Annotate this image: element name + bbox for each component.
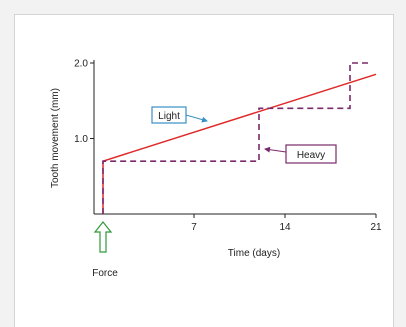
light-arrow (185, 114, 208, 123)
heavy-force-line (102, 62, 370, 214)
heavy-annotation: Heavy (264, 144, 337, 164)
x-tick-label: 21 (370, 222, 382, 233)
light-force-line (102, 73, 377, 214)
heavy-label: Heavy (297, 150, 325, 161)
light-label: Light (158, 111, 180, 122)
x-tick-label: 14 (279, 222, 291, 233)
force-annotation: Force (92, 221, 118, 279)
force-arrow-icon (93, 221, 113, 253)
x-tick-label: 7 (191, 222, 197, 233)
force-label: Force (92, 268, 118, 279)
figure-card (14, 14, 394, 327)
heavy-arrow (264, 146, 287, 153)
y-tick-label: 1.0 (74, 134, 88, 145)
y-axis-title: Tooth movement (mm) (50, 88, 61, 188)
y-tick-label: 2.0 (74, 59, 88, 70)
light-annotation: Light (151, 106, 208, 124)
x-axis-title: Time (days) (228, 248, 280, 259)
